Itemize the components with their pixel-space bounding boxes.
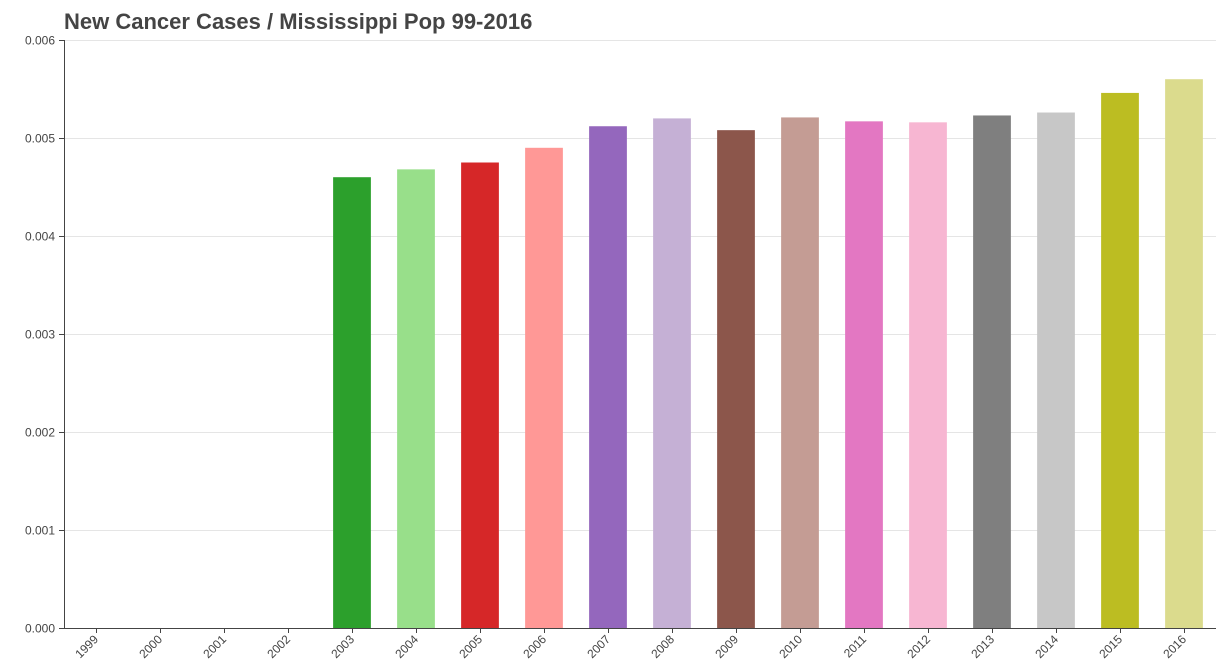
bar-2014	[1037, 112, 1075, 628]
bars	[333, 79, 1203, 629]
y-tick-label: 0.004	[25, 230, 55, 244]
chart-title: New Cancer Cases / Mississippi Pop 99-20…	[64, 9, 532, 34]
bar-2003	[333, 177, 371, 628]
bar-2004	[397, 169, 435, 629]
x-tick-label: 2008	[648, 632, 677, 661]
bar-2012	[909, 122, 947, 628]
x-axis-ticks: 1999 2000 2001 2002 2003 2004 2005 2006 2007 2008…	[72, 628, 1189, 661]
bar-2009	[717, 130, 755, 628]
y-axis-ticks: 0.000 0.001 0.002 0.003 0.004 0.005 0.006	[25, 34, 64, 636]
x-tick-label: 2009	[712, 632, 741, 661]
x-tick-label: 2014	[1032, 632, 1061, 661]
x-tick-label: 2016	[1160, 632, 1189, 661]
x-tick-label: 2007	[584, 632, 613, 661]
bar-2011	[845, 121, 883, 628]
y-tick-label: 0.001	[25, 524, 55, 538]
y-tick-label: 0.005	[25, 132, 55, 146]
x-tick-label: 2001	[200, 632, 229, 661]
x-tick-label: 2012	[904, 632, 933, 661]
bar-2006	[525, 147, 563, 629]
bar-2013	[973, 115, 1011, 628]
x-tick-label: 2013	[968, 632, 997, 661]
bar-2007	[589, 126, 627, 629]
x-tick-label: 2005	[456, 632, 485, 661]
bar-2005	[461, 162, 499, 628]
bar-2010	[781, 117, 819, 629]
x-tick-label: 2003	[328, 632, 357, 661]
y-tick-label: 0.003	[25, 328, 55, 342]
y-tick-label: 0.000	[25, 622, 55, 636]
grid	[64, 40, 1216, 531]
y-tick-label: 0.002	[25, 426, 55, 440]
x-tick-label: 2000	[136, 632, 165, 661]
x-tick-label: 1999	[72, 632, 101, 661]
x-tick-label: 2004	[392, 632, 421, 661]
x-tick-label: 2006	[520, 632, 549, 661]
x-tick-label: 2015	[1096, 632, 1125, 661]
axes	[64, 40, 1216, 629]
y-tick-label: 0.006	[25, 34, 55, 48]
x-tick-label: 2011	[841, 632, 869, 660]
x-tick-label: 2002	[264, 632, 293, 661]
bar-2016	[1165, 79, 1203, 628]
bar-2008	[653, 118, 691, 629]
x-tick-label: 2010	[776, 632, 805, 661]
bar-2015	[1101, 92, 1139, 629]
